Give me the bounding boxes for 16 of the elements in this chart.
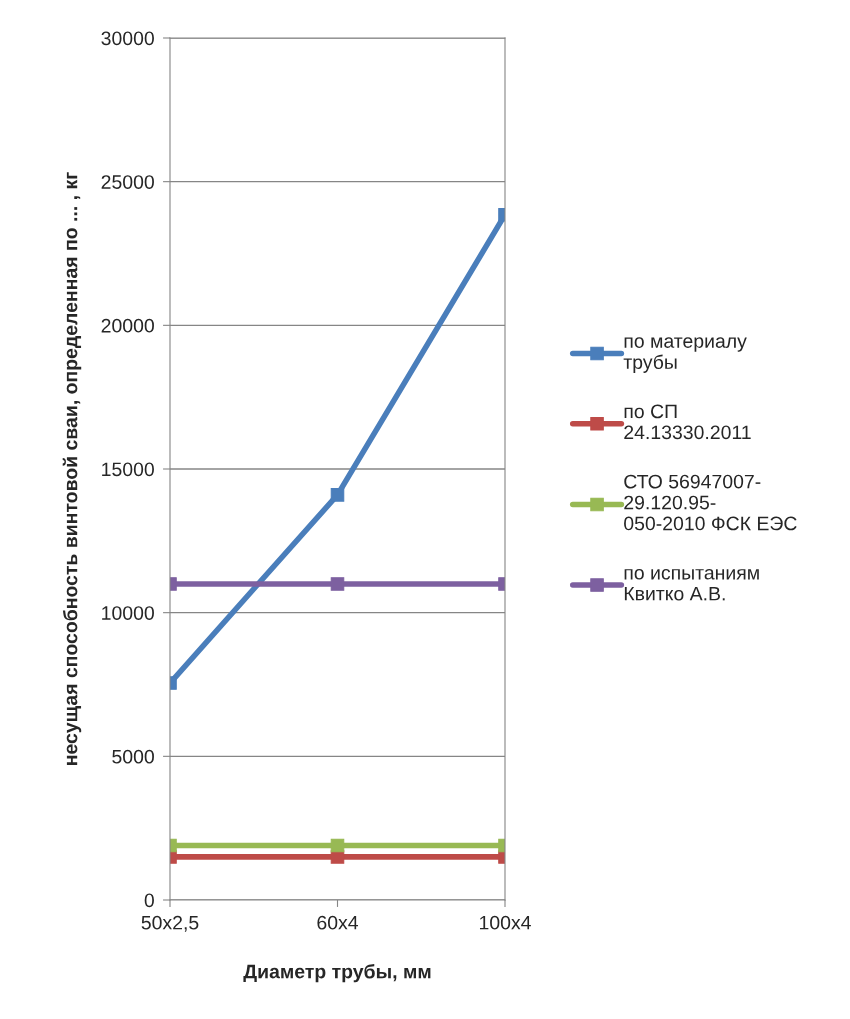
x-tick-label: 50x2,5 (141, 915, 199, 932)
legend-label: по СП 24.13330.2011 (624, 404, 751, 440)
x-tick-label: 60x4 (317, 915, 359, 930)
legend-label: СТО 56947007- 29.120.95- 050-2010 ФСК ЕЭС (624, 474, 797, 531)
y-tick-label: 30000 (101, 31, 154, 46)
y-tick-label: 10000 (102, 606, 154, 620)
legend-label: по материалу трубы (623, 337, 747, 373)
y-tick-label: 25000 (101, 175, 154, 189)
y-tick-label: 15000 (102, 462, 154, 477)
y-tick-label: 0 (144, 893, 154, 908)
legend-label: по испытаниям Квитко А.В. (624, 568, 759, 601)
y-axis-title: несущая способность винтовой сваи, определенная по ... , кг (62, 172, 82, 765)
x-axis-title: Диаметр трубы, мм (243, 963, 431, 983)
x-tick-label: 100x4 (480, 915, 531, 930)
y-tick-label: 5000 (112, 749, 154, 764)
y-tick-label: 20000 (101, 318, 154, 333)
